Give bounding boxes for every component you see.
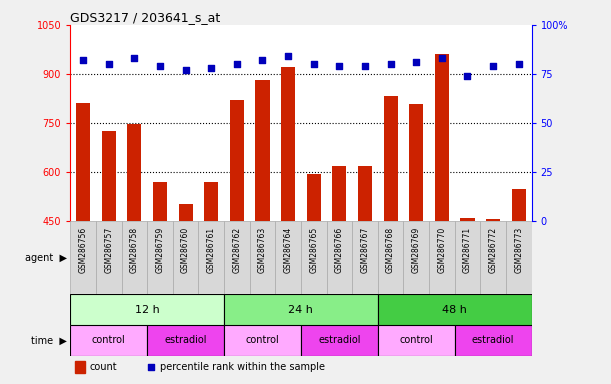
Text: GSM286767: GSM286767	[360, 227, 370, 273]
Point	[334, 63, 344, 69]
Bar	[301, 325, 378, 356]
Bar	[326, 221, 352, 295]
Point	[232, 61, 242, 67]
Bar	[301, 221, 326, 295]
Bar	[250, 221, 276, 295]
Bar	[96, 221, 122, 295]
Bar	[147, 221, 173, 295]
Bar	[480, 221, 506, 295]
Bar	[230, 100, 244, 221]
Text: GSM286758: GSM286758	[130, 227, 139, 273]
Point	[284, 53, 293, 60]
Point	[309, 61, 318, 67]
Bar	[511, 189, 526, 221]
Bar	[199, 221, 224, 295]
Point	[130, 55, 139, 61]
Bar	[307, 174, 321, 221]
Text: GDS3217 / 203641_s_at: GDS3217 / 203641_s_at	[70, 11, 221, 24]
Point	[463, 73, 472, 79]
Text: 24 h: 24 h	[288, 305, 313, 315]
Bar	[224, 221, 250, 295]
Bar	[255, 81, 269, 221]
Text: GSM286761: GSM286761	[207, 227, 216, 273]
Point	[488, 63, 498, 69]
Text: percentile rank within the sample: percentile rank within the sample	[160, 362, 325, 372]
Bar	[276, 221, 301, 295]
Bar	[75, 361, 85, 373]
Point	[386, 61, 395, 67]
Bar	[122, 221, 147, 295]
Bar	[178, 204, 192, 221]
Text: GSM286765: GSM286765	[309, 227, 318, 273]
Point	[411, 59, 421, 65]
Bar	[378, 295, 532, 325]
Bar	[127, 124, 141, 221]
Text: GSM286763: GSM286763	[258, 227, 267, 273]
Bar	[224, 325, 301, 356]
Point	[78, 57, 88, 63]
Text: GSM286772: GSM286772	[489, 227, 497, 273]
Bar	[461, 218, 475, 221]
Text: GSM286764: GSM286764	[284, 227, 293, 273]
Bar	[204, 182, 218, 221]
Text: GSM286769: GSM286769	[412, 227, 421, 273]
Point	[258, 57, 268, 63]
Text: control: control	[400, 335, 433, 345]
Bar	[352, 221, 378, 295]
Bar	[173, 221, 199, 295]
Text: 48 h: 48 h	[442, 305, 467, 315]
Bar	[384, 96, 398, 221]
Point	[207, 65, 216, 71]
Point	[360, 63, 370, 69]
Bar	[358, 166, 372, 221]
Text: GSM286760: GSM286760	[181, 227, 190, 273]
Bar	[76, 103, 90, 221]
Bar	[435, 55, 449, 221]
Bar	[403, 221, 429, 295]
Text: estradiol: estradiol	[472, 335, 514, 345]
Point	[155, 63, 165, 69]
Bar	[378, 325, 455, 356]
Text: control: control	[92, 335, 126, 345]
Bar	[409, 104, 423, 221]
Point	[181, 67, 191, 73]
Point	[437, 55, 447, 61]
Text: GSM286771: GSM286771	[463, 227, 472, 273]
Text: GSM286766: GSM286766	[335, 227, 344, 273]
Text: GSM286773: GSM286773	[514, 227, 523, 273]
Bar	[147, 325, 224, 356]
Text: count: count	[90, 362, 117, 372]
Point	[514, 61, 524, 67]
Bar	[506, 221, 532, 295]
Bar	[153, 182, 167, 221]
Text: GSM286757: GSM286757	[104, 227, 113, 273]
Bar	[70, 221, 96, 295]
Bar	[224, 295, 378, 325]
Text: GSM286759: GSM286759	[155, 227, 164, 273]
Text: estradiol: estradiol	[318, 335, 360, 345]
Bar	[101, 131, 115, 221]
Bar	[70, 295, 224, 325]
Text: GSM286770: GSM286770	[437, 227, 447, 273]
Bar	[429, 221, 455, 295]
Text: agent  ▶: agent ▶	[25, 253, 67, 263]
Bar	[455, 325, 532, 356]
Bar	[378, 221, 403, 295]
Text: 12 h: 12 h	[135, 305, 159, 315]
Text: GSM286762: GSM286762	[232, 227, 241, 273]
Bar	[281, 68, 295, 221]
Bar	[332, 166, 346, 221]
Point	[104, 61, 114, 67]
Bar	[70, 325, 147, 356]
Text: time  ▶: time ▶	[31, 335, 67, 345]
Text: estradiol: estradiol	[164, 335, 207, 345]
Text: control: control	[246, 335, 279, 345]
Bar	[455, 221, 480, 295]
Text: GSM286756: GSM286756	[79, 227, 87, 273]
Bar	[486, 219, 500, 221]
Text: GSM286768: GSM286768	[386, 227, 395, 273]
